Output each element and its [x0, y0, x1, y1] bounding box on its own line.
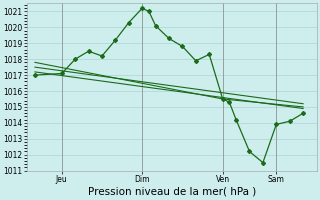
X-axis label: Pression niveau de la mer( hPa ): Pression niveau de la mer( hPa )	[88, 187, 256, 197]
